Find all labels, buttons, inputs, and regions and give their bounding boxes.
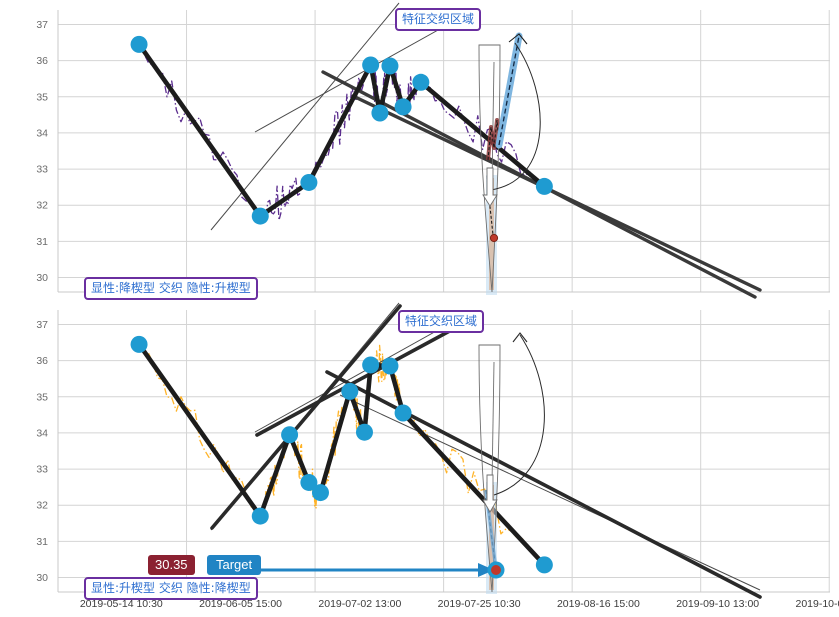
y-tick-label: 31: [36, 236, 48, 248]
pivot-marker: [300, 173, 318, 191]
target-price-badge: 30.35: [148, 555, 195, 575]
x-tick-label: 2019-06-05 15:00: [199, 598, 283, 610]
target-price-dot: [491, 565, 501, 575]
y-tick-label: 36: [36, 55, 48, 67]
y-tick-label: 36: [36, 355, 48, 367]
y-tick-label: 34: [36, 127, 48, 139]
pivot-marker: [341, 382, 359, 400]
y-tick-label: 32: [36, 200, 48, 212]
panel-bottom-canvas: 30 31 32 33 34 35 36 37: [0, 300, 839, 617]
y-tick-label: 35: [36, 391, 48, 403]
y-tick-label: 33: [36, 464, 48, 476]
guide-arrowhead-bottom: [512, 332, 528, 343]
y-tick-label: 35: [36, 91, 48, 103]
projection-arrow-top: [495, 32, 528, 149]
x-tick-label: 2019-07-02 13:00: [318, 598, 402, 610]
pivot-marker: [394, 404, 412, 422]
panel-top-gridlines: [57, 10, 830, 293]
y-tick-label: 31: [36, 536, 48, 548]
pivot-marker: [355, 423, 373, 441]
panel-bottom-y-axis-labels: 30 31 32 33 34 35 36 37: [36, 319, 48, 584]
pivot-marker: [251, 507, 269, 525]
pivot-marker: [535, 556, 553, 574]
y-tick-label: 30: [36, 572, 48, 584]
y-tick-label: 37: [36, 319, 48, 331]
panel-bottom-gridlines: [57, 310, 830, 593]
pivot-marker: [362, 356, 380, 374]
pivot-markers-top: [130, 35, 553, 225]
pivot-marker: [371, 104, 389, 122]
pivot-marker: [381, 57, 399, 75]
pivot-marker: [394, 98, 412, 116]
x-tick-label: 2019-07-25 10:30: [437, 598, 521, 610]
x-tick-label: 2019-09-10 13:00: [676, 598, 760, 610]
panel-top-canvas: 30 31 32 33 34 35 36 37: [0, 0, 839, 300]
pivot-marker: [381, 357, 399, 375]
pivot-marker: [130, 335, 148, 353]
x-tick-label: 2019-10-01 13:00: [795, 598, 839, 610]
pivot-marker: [300, 473, 318, 491]
panel-top-svg: 30 31 32 33 34 35 36 37: [36, 2, 830, 299]
pivot-marker: [130, 35, 148, 53]
pivot-marker: [412, 73, 430, 91]
guide-curve-bottom: [493, 334, 545, 496]
region-annotation-top: 特征交织区域: [395, 8, 482, 31]
x-tick-label: 2019-05-14 10:30: [79, 598, 163, 610]
y-tick-label: 37: [36, 19, 48, 31]
pivot-marker: [311, 484, 329, 502]
target-label-badge: Target: [207, 555, 262, 575]
pivot-marker: [362, 56, 380, 74]
panel-top-y-axis-labels: 30 31 32 33 34 35 36 37: [36, 19, 48, 284]
direction-down-arrow-bottom: [482, 474, 498, 513]
y-tick-label: 30: [36, 272, 48, 284]
guide-curve-top: [490, 42, 541, 191]
pivot-marker: [251, 207, 269, 225]
pattern-legend-bottom: 显性:升楔型 交织 隐性:降楔型: [84, 577, 258, 600]
pattern-legend-top: 显性:降楔型 交织 隐性:升楔型: [84, 277, 258, 300]
panel-bottom-svg: 30 31 32 33 34 35 36 37: [36, 302, 830, 599]
x-tick-label: 2019-08-16 15:00: [556, 598, 640, 610]
y-tick-label: 34: [36, 427, 48, 439]
region-annotation-bottom: 特征交织区域: [398, 310, 485, 333]
pivot-marker: [535, 177, 553, 195]
chart-panel-bottom: 30 31 32 33 34 35 36 37: [0, 300, 839, 617]
pivot-markers-bottom: [130, 335, 553, 574]
pivot-marker: [281, 426, 299, 444]
y-tick-label: 33: [36, 164, 48, 176]
direction-down-arrow-top: [482, 167, 498, 207]
chart-panel-top: 30 31 32 33 34 35 36 37: [0, 0, 839, 300]
x-axis-tick-labels: 2019-05-14 10:30 2019-06-05 15:00 2019-07-…: [0, 595, 839, 617]
y-tick-label: 32: [36, 500, 48, 512]
